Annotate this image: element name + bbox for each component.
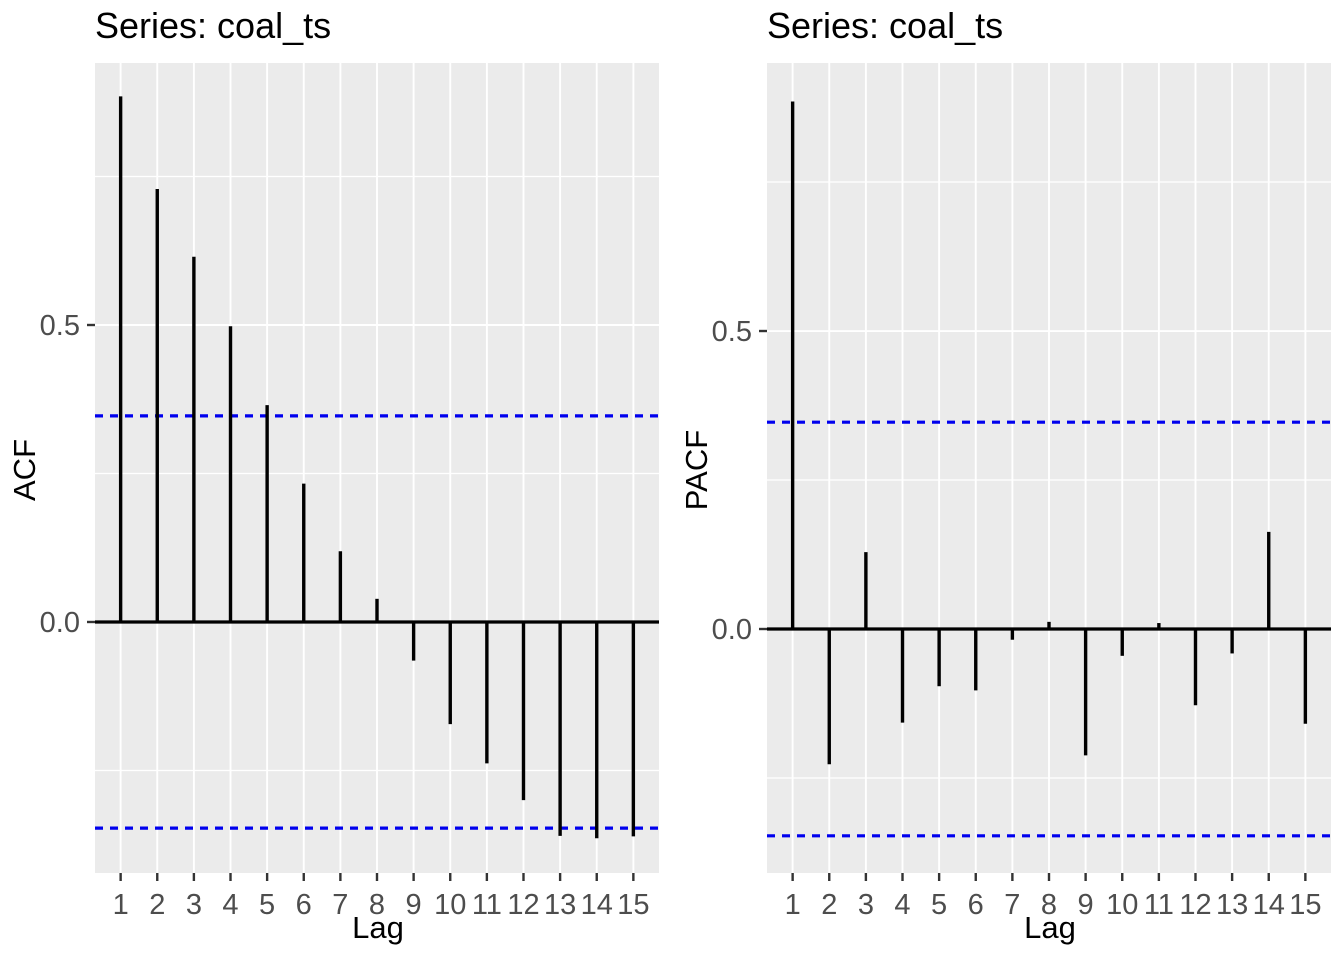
y-axis-title: PACF [679,429,714,511]
x-tick-label: 5 [931,889,947,921]
x-tick-label: 8 [1041,889,1057,921]
x-tick-label: 15 [617,889,649,921]
x-tick-label: 11 [472,889,502,921]
plot-title: Series: coal_ts [767,5,1004,46]
y-tick-label: 0.5 [40,310,80,342]
x-tick-label: 7 [332,889,348,921]
x-tick-label: 6 [968,889,984,921]
x-tick-label: 7 [1004,889,1020,921]
x-tick-label: 14 [581,889,613,921]
x-tick-label: 10 [1106,889,1138,921]
acf-panel: 1 2 3 4 5 6 7 8 9 10 11 12 13 14 150.50.0 [40,63,659,921]
y-axis-title: ACF [7,439,42,501]
x-tick-label: 1 [785,889,801,921]
x-tick-label: 4 [222,889,238,921]
pacf-chart: 1 2 3 4 5 6 7 8 9 10 11 12 13 14 15 0.5 0.0 Series: coal… [672,0,1344,960]
x-tick-label: 13 [1216,889,1248,921]
x-tick-label: 1 [113,889,129,921]
y-tick-label: 0.0 [40,607,80,639]
x-tick-label: 3 [186,889,202,921]
x-tick-label: 10 [434,889,466,921]
x-tick-label: 14 [1253,889,1285,921]
pacf-panel: 1 2 3 4 5 6 7 8 9 10 11 12 13 14 150.50.0 [712,63,1331,921]
x-tick-label: 5 [259,889,275,921]
x-tick-label: 9 [406,889,422,921]
y-tick-label: 0.5 [712,316,752,348]
x-tick-label: 11 [1144,889,1174,921]
acf-chart: 1 2 3 4 5 6 7 8 9 10 11 12 13 14 15 0.5 0.0 Series: coal… [7,5,659,945]
x-tick-label: 15 [1289,889,1321,921]
x-tick-label: 2 [149,889,165,921]
x-tick-label: 12 [507,889,539,921]
x-tick-label: 13 [544,889,576,921]
x-axis-title: Lag [1024,910,1076,945]
x-axis-title: Lag [352,910,404,945]
x-tick-label: 2 [821,889,837,921]
x-tick-label: 3 [858,889,874,921]
y-tick-label: 0.0 [712,614,752,646]
x-tick-label: 4 [894,889,910,921]
plot-title: Series: coal_ts [95,5,332,46]
x-tick-label: 12 [1179,889,1211,921]
x-tick-label: 6 [296,889,312,921]
x-tick-label: 8 [369,889,385,921]
x-tick-label: 9 [1078,889,1094,921]
